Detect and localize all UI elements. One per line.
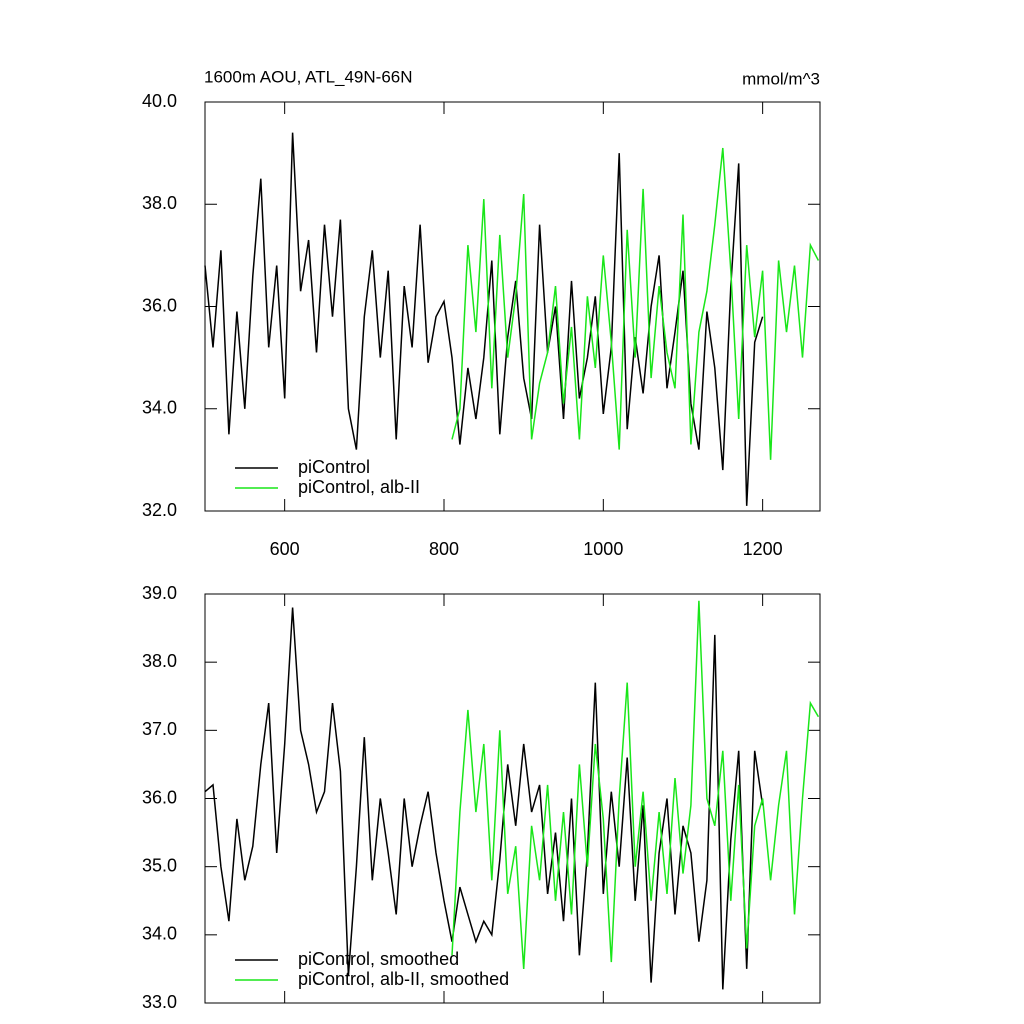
y-tick-label: 33.0 bbox=[142, 992, 177, 1012]
data-line bbox=[204, 132, 764, 506]
data-line bbox=[451, 600, 820, 969]
x-tick-label: 600 bbox=[270, 539, 300, 559]
y-tick-label: 32.0 bbox=[142, 500, 177, 520]
y-tick-label: 34.0 bbox=[142, 924, 177, 944]
y-tick-label: 38.0 bbox=[142, 193, 177, 213]
y-tick-label: 37.0 bbox=[142, 719, 177, 739]
y-units: mmol/m^3 bbox=[742, 69, 820, 88]
legend-label: piControl, smoothed bbox=[298, 949, 459, 969]
x-tick-label: 1200 bbox=[743, 539, 783, 559]
y-tick-label: 36.0 bbox=[142, 295, 177, 315]
chart-title: 1600m AOU, ATL_49N-66N bbox=[204, 67, 413, 86]
y-tick-label: 34.0 bbox=[142, 398, 177, 418]
legend-label: piControl bbox=[298, 457, 370, 477]
y-tick-label: 39.0 bbox=[142, 583, 177, 603]
data-line bbox=[451, 147, 820, 460]
data-line bbox=[204, 607, 764, 990]
y-tick-label: 38.0 bbox=[142, 651, 177, 671]
legend-label: piControl, alb-II, smoothed bbox=[298, 969, 509, 989]
y-tick-label: 35.0 bbox=[142, 855, 177, 875]
y-tick-label: 36.0 bbox=[142, 787, 177, 807]
x-tick-label: 1000 bbox=[583, 539, 623, 559]
legend-label: piControl, alb-II bbox=[298, 477, 420, 497]
x-tick-label: 800 bbox=[429, 539, 459, 559]
y-tick-label: 40.0 bbox=[142, 91, 177, 111]
